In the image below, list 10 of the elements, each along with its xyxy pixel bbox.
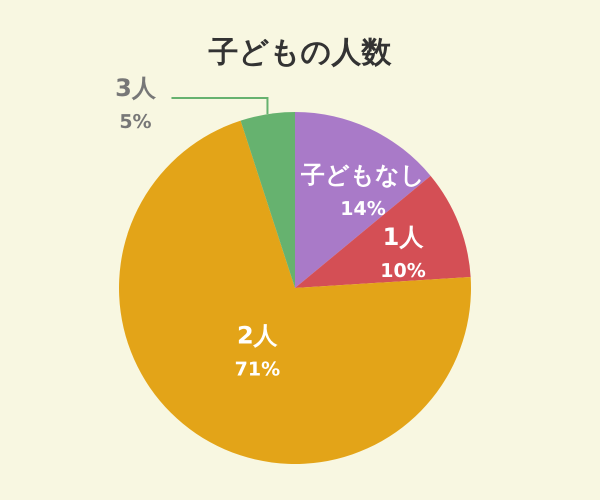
data-label: 10% [380,260,426,282]
data-label: 14% [340,198,386,220]
slice-label: 1人 [382,223,424,252]
pie-slice [295,112,431,288]
slice-label: 2人 [237,321,279,350]
slice-label: 子どもなし [300,160,425,189]
data-label: 5% [119,111,152,133]
chart-title: 子どもの人数 [208,35,392,70]
data-label: 71% [234,358,280,380]
slice-label: 3人 [115,74,157,102]
